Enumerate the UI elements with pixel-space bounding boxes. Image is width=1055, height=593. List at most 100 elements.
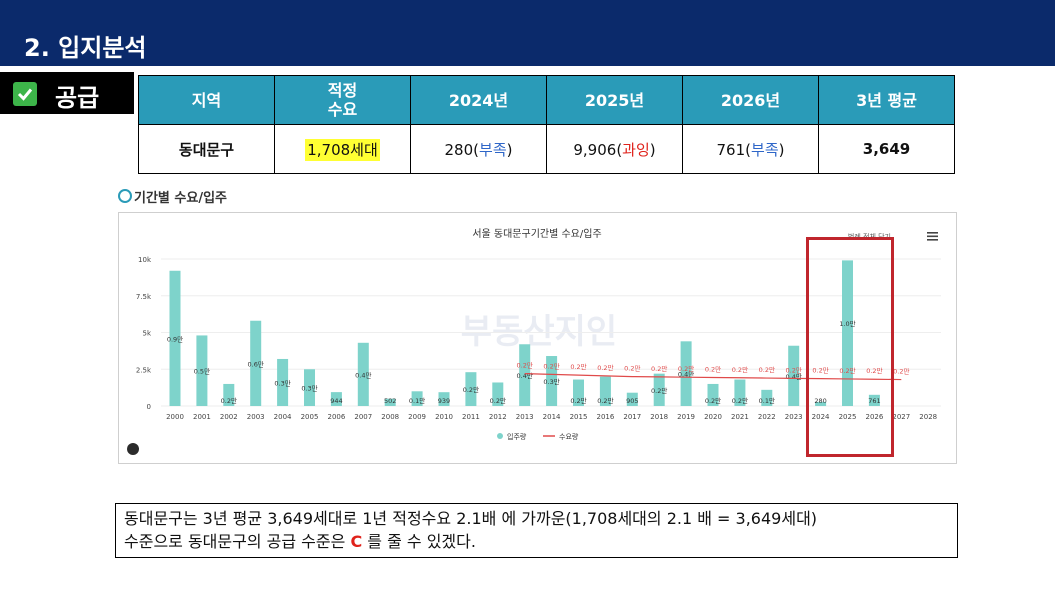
- bar: [707, 383, 719, 406]
- bar: [788, 345, 800, 406]
- legend-demand: 수요량: [559, 433, 579, 441]
- legend-supply: 입주량: [507, 433, 527, 441]
- header-2025: 2025년: [546, 75, 683, 125]
- bar: [599, 376, 611, 406]
- bar: [842, 260, 853, 406]
- bar: [546, 356, 558, 406]
- demand-data-label: 0.2만: [678, 364, 694, 373]
- bar: [196, 335, 208, 406]
- x-tick-label: 2023: [785, 413, 803, 421]
- bar-data-label: 0.2만: [732, 396, 748, 405]
- bar-data-label: 0.2만: [570, 396, 586, 405]
- demand-data-label: 0.2만: [597, 363, 613, 372]
- x-tick-label: 2017: [623, 413, 641, 421]
- menu-icon: [927, 232, 938, 234]
- bar: [411, 391, 423, 406]
- header-avg: 3년 평균: [818, 75, 955, 125]
- x-tick-label: 2018: [650, 413, 668, 421]
- bar-data-label: 0.6만: [248, 359, 264, 368]
- table-row: 동대문구 1,708세대 280(부족) 9,906(과잉) 761(부족) 3…: [138, 124, 955, 174]
- menu-icon: [927, 239, 938, 241]
- bar-data-label: 0.9만: [167, 334, 183, 343]
- demand-data-label: 0.2만: [543, 361, 559, 370]
- x-tick-label: 2019: [677, 413, 695, 421]
- y-tick-label: 10k: [138, 256, 152, 264]
- x-tick-label: 2028: [919, 413, 937, 421]
- y-tick-label: 5k: [142, 330, 151, 338]
- bar: [223, 383, 235, 406]
- x-tick-label: 2024: [812, 413, 830, 421]
- menu-icon: [927, 235, 938, 238]
- x-tick-label: 2001: [193, 413, 211, 421]
- x-tick-label: 2007: [354, 413, 372, 421]
- section-tag: 공급: [0, 72, 134, 114]
- bar-data-label: 0.3만: [301, 384, 317, 393]
- bar: [330, 392, 342, 406]
- bar: [384, 398, 396, 406]
- check-icon: [13, 82, 37, 106]
- cell-2026: 761(부족): [682, 124, 819, 174]
- section-label: 공급: [55, 84, 100, 112]
- x-tick-label: 2000: [166, 413, 184, 421]
- chart-panel: 서울 동대문구기간별 수요/입주 범례 전체 닫기 부동산지인 0 2.5k 5k 7.5k…: [118, 212, 957, 464]
- demand-data-label: 0.2만: [759, 365, 775, 374]
- bar-data-label: 0.4만: [517, 371, 533, 380]
- bar-data-label: 0.2만: [597, 396, 613, 405]
- x-tick-label: 2022: [758, 413, 776, 421]
- cell-avg: 3,649: [818, 124, 955, 174]
- demand-data-label: 0.2만: [786, 365, 802, 374]
- cell-demand: 1,708세대: [274, 124, 411, 174]
- supply-table-header: 지역 적정 수요 2024년 2025년 2026년 3년 평균: [138, 75, 955, 125]
- demand-data-label: 0.2만: [570, 362, 586, 371]
- cell-2024: 280(부족): [410, 124, 547, 174]
- supply-table: 지역 적정 수요 2024년 2025년 2026년 3년 평균 동대문구 1,7…: [138, 75, 955, 174]
- x-tick-label: 2012: [489, 413, 507, 421]
- x-tick-label: 2016: [596, 413, 614, 421]
- highlight-box: [806, 237, 894, 457]
- bar-data-label: 0.1만: [409, 396, 425, 405]
- bar-data-label: 0.2만: [221, 396, 237, 405]
- bar-data-label: 0.2만: [490, 396, 506, 405]
- x-tick-label: 2015: [570, 413, 588, 421]
- x-tick-label: 2026: [865, 413, 883, 421]
- bar: [761, 389, 773, 406]
- x-tick-label: 2002: [220, 413, 238, 421]
- bar-data-label: 280: [814, 397, 826, 405]
- x-tick-label: 2003: [247, 413, 265, 421]
- bar-data-label: 0.5만: [194, 367, 210, 376]
- bar: [277, 358, 289, 406]
- demand-data-label: 0.2만: [651, 364, 667, 373]
- bar-data-label: 0.3만: [274, 378, 290, 387]
- x-tick-label: 2020: [704, 413, 722, 421]
- chart-title: 서울 동대문구기간별 수요/입주: [472, 227, 601, 240]
- header-2026: 2026년: [682, 75, 819, 125]
- header-demand: 적정 수요: [274, 75, 411, 125]
- summary-box: 동대문구는 3년 평균 3,649세대로 1년 적정수요 2.1배 에 가까운(…: [115, 503, 958, 558]
- legend-marker-supply: [497, 433, 503, 439]
- demand-line: [524, 373, 902, 381]
- x-tick-label: 2025: [839, 413, 857, 421]
- header-2024: 2024년: [410, 75, 547, 125]
- bar-data-label: 0.4만: [786, 372, 802, 381]
- x-tick-label: 2010: [435, 413, 453, 421]
- demand-data-label: 0.2만: [624, 364, 640, 373]
- header-bar: 2. 입지분석: [0, 0, 1055, 66]
- bar-data-label: 1.0만: [839, 319, 855, 328]
- x-tick-label: 2004: [274, 413, 292, 421]
- bar-data-label: 0.2만: [463, 385, 479, 394]
- bar: [519, 344, 531, 406]
- x-tick-label: 2009: [408, 413, 426, 421]
- bar-data-label: 944: [330, 397, 342, 405]
- bar-data-label: 0.2만: [705, 396, 721, 405]
- bar: [815, 401, 827, 406]
- x-tick-label: 2008: [381, 413, 399, 421]
- chart-svg: 서울 동대문구기간별 수요/입주 범례 전체 닫기부동산지인02.5k5k7.5k…: [127, 227, 941, 455]
- bar: [169, 270, 181, 406]
- demand-data-label: 0.2만: [732, 365, 748, 374]
- chart-caption: 기간별 수요/입주: [118, 187, 227, 206]
- demand-data-label: 0.2만: [893, 367, 909, 376]
- bar: [465, 372, 477, 406]
- bar-data-label: 0.4만: [678, 370, 694, 379]
- x-tick-label: 2027: [892, 413, 910, 421]
- demand-data-label: 0.2만: [517, 361, 533, 370]
